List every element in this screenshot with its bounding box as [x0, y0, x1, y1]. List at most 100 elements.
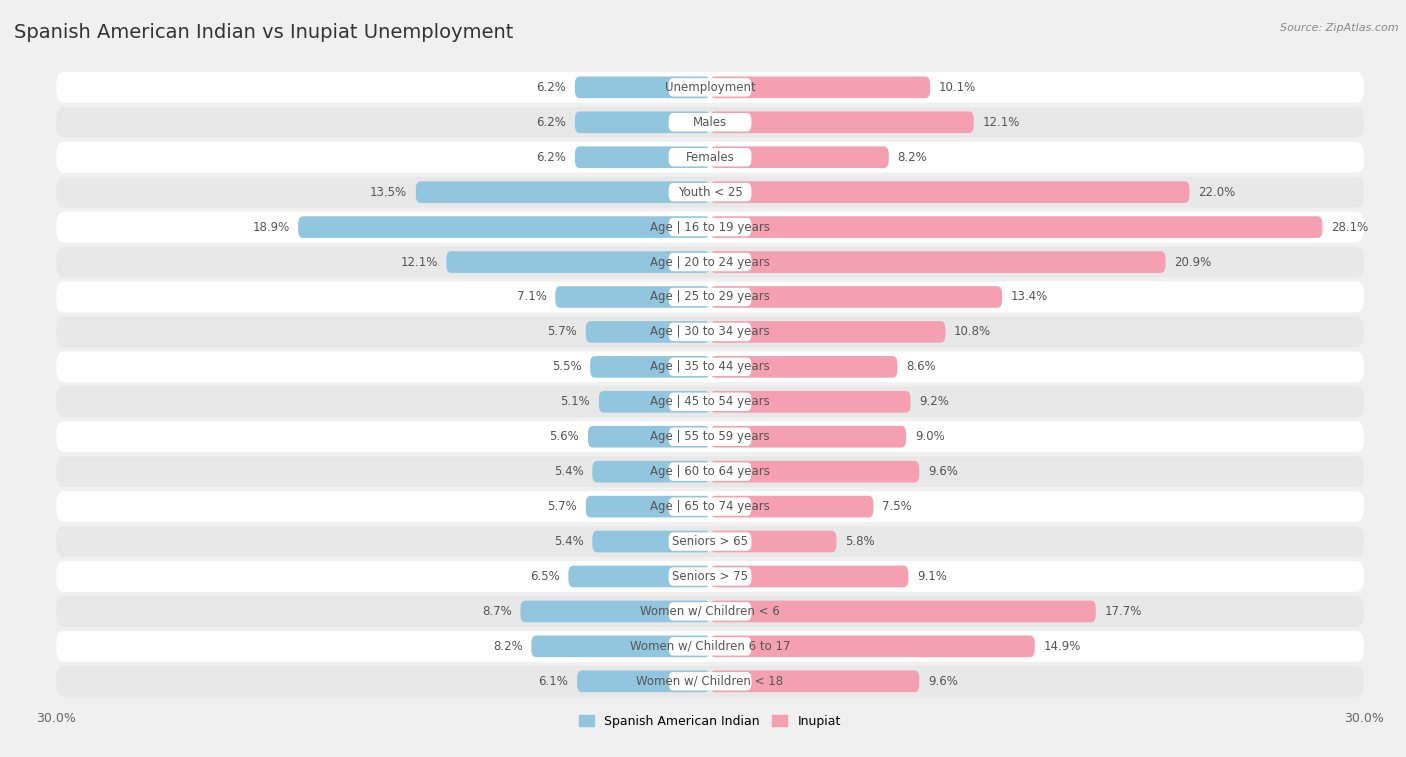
Text: 5.6%: 5.6% [550, 430, 579, 444]
FancyBboxPatch shape [710, 76, 931, 98]
FancyBboxPatch shape [669, 532, 751, 551]
Text: 6.2%: 6.2% [536, 116, 567, 129]
FancyBboxPatch shape [710, 111, 974, 133]
Text: Source: ZipAtlas.com: Source: ZipAtlas.com [1281, 23, 1399, 33]
FancyBboxPatch shape [710, 321, 945, 343]
FancyBboxPatch shape [56, 247, 1364, 277]
Text: Age | 30 to 34 years: Age | 30 to 34 years [650, 326, 770, 338]
Text: 5.4%: 5.4% [554, 465, 583, 478]
FancyBboxPatch shape [56, 282, 1364, 313]
Text: Seniors > 65: Seniors > 65 [672, 535, 748, 548]
FancyBboxPatch shape [669, 428, 751, 446]
Text: Women w/ Children 6 to 17: Women w/ Children 6 to 17 [630, 640, 790, 653]
Text: 9.1%: 9.1% [917, 570, 946, 583]
FancyBboxPatch shape [568, 565, 710, 587]
Text: 6.2%: 6.2% [536, 151, 567, 164]
Text: 12.1%: 12.1% [401, 256, 437, 269]
FancyBboxPatch shape [710, 426, 905, 447]
FancyBboxPatch shape [669, 357, 751, 376]
FancyBboxPatch shape [56, 666, 1364, 696]
Text: 10.1%: 10.1% [939, 81, 976, 94]
FancyBboxPatch shape [56, 386, 1364, 417]
FancyBboxPatch shape [416, 182, 710, 203]
Text: 5.4%: 5.4% [554, 535, 583, 548]
FancyBboxPatch shape [298, 217, 710, 238]
Text: 9.0%: 9.0% [915, 430, 945, 444]
FancyBboxPatch shape [56, 72, 1364, 103]
FancyBboxPatch shape [56, 456, 1364, 487]
FancyBboxPatch shape [669, 463, 751, 481]
FancyBboxPatch shape [669, 253, 751, 271]
FancyBboxPatch shape [592, 531, 710, 553]
Text: Youth < 25: Youth < 25 [678, 185, 742, 198]
Text: Age | 16 to 19 years: Age | 16 to 19 years [650, 220, 770, 234]
FancyBboxPatch shape [56, 596, 1364, 627]
FancyBboxPatch shape [669, 288, 751, 306]
FancyBboxPatch shape [56, 631, 1364, 662]
Text: Age | 65 to 74 years: Age | 65 to 74 years [650, 500, 770, 513]
Text: 8.7%: 8.7% [482, 605, 512, 618]
FancyBboxPatch shape [710, 391, 911, 413]
Text: Spanish American Indian vs Inupiat Unemployment: Spanish American Indian vs Inupiat Unemp… [14, 23, 513, 42]
FancyBboxPatch shape [531, 636, 710, 657]
Text: Age | 55 to 59 years: Age | 55 to 59 years [650, 430, 770, 444]
FancyBboxPatch shape [710, 600, 1095, 622]
FancyBboxPatch shape [586, 321, 710, 343]
Text: 13.5%: 13.5% [370, 185, 408, 198]
FancyBboxPatch shape [56, 107, 1364, 138]
Text: 7.5%: 7.5% [882, 500, 912, 513]
FancyBboxPatch shape [669, 672, 751, 690]
FancyBboxPatch shape [710, 531, 837, 553]
FancyBboxPatch shape [56, 561, 1364, 592]
FancyBboxPatch shape [669, 78, 751, 97]
FancyBboxPatch shape [669, 637, 751, 656]
Text: 22.0%: 22.0% [1198, 185, 1236, 198]
FancyBboxPatch shape [710, 217, 1323, 238]
FancyBboxPatch shape [586, 496, 710, 518]
FancyBboxPatch shape [669, 183, 751, 201]
FancyBboxPatch shape [710, 496, 873, 518]
Text: 20.9%: 20.9% [1174, 256, 1212, 269]
FancyBboxPatch shape [591, 356, 710, 378]
FancyBboxPatch shape [56, 316, 1364, 347]
FancyBboxPatch shape [710, 182, 1189, 203]
FancyBboxPatch shape [669, 218, 751, 236]
FancyBboxPatch shape [710, 251, 1166, 273]
FancyBboxPatch shape [575, 76, 710, 98]
FancyBboxPatch shape [710, 146, 889, 168]
FancyBboxPatch shape [56, 351, 1364, 382]
Text: 5.1%: 5.1% [561, 395, 591, 408]
FancyBboxPatch shape [669, 497, 751, 516]
FancyBboxPatch shape [446, 251, 710, 273]
FancyBboxPatch shape [669, 393, 751, 411]
Text: Seniors > 75: Seniors > 75 [672, 570, 748, 583]
Text: Age | 35 to 44 years: Age | 35 to 44 years [650, 360, 770, 373]
Text: 5.5%: 5.5% [551, 360, 582, 373]
FancyBboxPatch shape [710, 286, 1002, 308]
Text: 6.1%: 6.1% [538, 674, 568, 688]
Legend: Spanish American Indian, Inupiat: Spanish American Indian, Inupiat [574, 710, 846, 733]
Text: Males: Males [693, 116, 727, 129]
FancyBboxPatch shape [575, 111, 710, 133]
Text: 7.1%: 7.1% [517, 291, 547, 304]
Text: 13.4%: 13.4% [1011, 291, 1047, 304]
Text: 5.7%: 5.7% [547, 326, 576, 338]
FancyBboxPatch shape [669, 322, 751, 341]
Text: Unemployment: Unemployment [665, 81, 755, 94]
Text: 12.1%: 12.1% [983, 116, 1019, 129]
Text: Age | 25 to 29 years: Age | 25 to 29 years [650, 291, 770, 304]
FancyBboxPatch shape [56, 212, 1364, 242]
FancyBboxPatch shape [520, 600, 710, 622]
Text: 10.8%: 10.8% [955, 326, 991, 338]
FancyBboxPatch shape [710, 356, 897, 378]
Text: 8.6%: 8.6% [905, 360, 936, 373]
FancyBboxPatch shape [669, 567, 751, 586]
FancyBboxPatch shape [576, 671, 710, 692]
FancyBboxPatch shape [575, 146, 710, 168]
Text: Females: Females [686, 151, 734, 164]
Text: 17.7%: 17.7% [1105, 605, 1142, 618]
FancyBboxPatch shape [555, 286, 710, 308]
FancyBboxPatch shape [669, 148, 751, 167]
Text: Age | 20 to 24 years: Age | 20 to 24 years [650, 256, 770, 269]
FancyBboxPatch shape [599, 391, 710, 413]
